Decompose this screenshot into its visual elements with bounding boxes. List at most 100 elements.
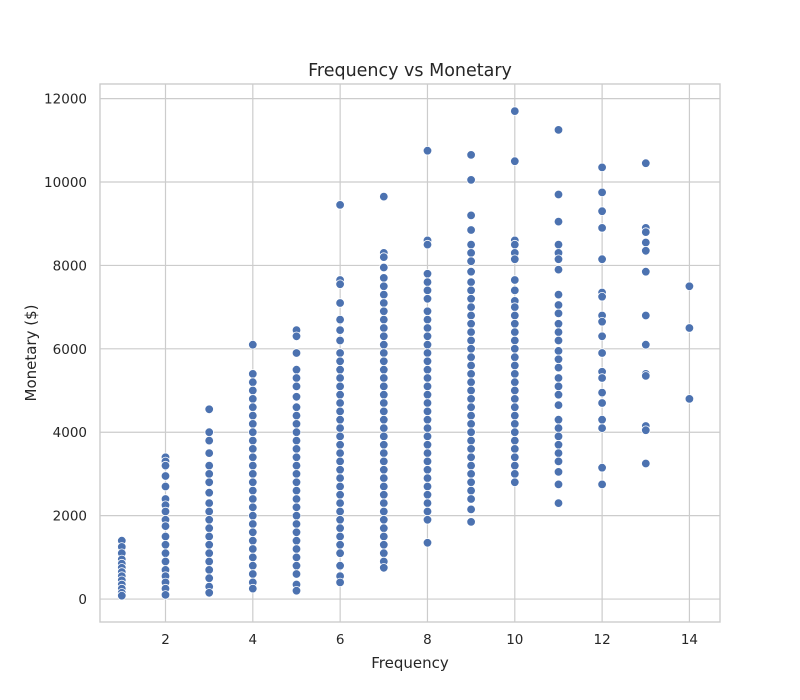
data-point [335,390,345,400]
data-point [466,352,476,362]
data-point [553,300,564,310]
data-point [510,254,520,264]
data-point [291,494,302,504]
data-point [597,348,607,358]
data-point [160,471,171,481]
data-point [466,410,476,421]
data-point [291,552,302,563]
data-point [204,460,214,471]
data-point [553,415,564,425]
x-tick-label: 2 [161,632,170,648]
data-point [422,314,433,325]
data-point [379,456,389,467]
data-point [379,356,389,367]
data-point [553,440,564,450]
data-point [422,406,433,417]
data-point [379,398,389,408]
data-point [466,377,476,387]
data-point [204,498,214,508]
data-point [466,256,476,266]
data-point [291,527,302,538]
data-point [248,402,258,412]
data-point [248,435,258,446]
data-point [466,344,476,354]
data-point [553,216,564,227]
data-point [335,398,345,408]
data-point [379,473,389,483]
data-point [335,481,345,492]
data-point [204,488,214,498]
data-point [466,360,476,371]
y-tick-label: 6000 [53,342,87,358]
data-point [291,419,302,429]
data-point [204,523,214,533]
data-point [466,444,476,454]
data-point [379,431,389,442]
data-point [510,352,520,362]
data-point [510,444,520,454]
data-point [291,373,302,383]
data-point [510,419,520,429]
data-point [466,248,476,258]
data-point [335,298,345,308]
data-point [553,456,564,467]
data-point [510,377,520,387]
y-tick-label: 10000 [44,175,87,191]
data-point [553,125,564,135]
data-point [641,458,651,469]
data-point [466,477,476,488]
data-point [510,275,520,285]
data-point [466,239,476,250]
data-point [379,415,389,425]
data-point [117,591,127,601]
data-point [379,289,389,300]
data-point [204,573,214,583]
data-point [510,319,520,329]
data-point [248,494,258,504]
data-point [160,481,171,492]
x-axis-label: Frequency [371,654,449,672]
data-point [466,402,476,412]
data-point [335,406,345,417]
data-point [335,448,345,458]
data-point [422,456,433,467]
data-point [422,440,433,450]
data-point [379,381,389,392]
data-point [466,150,476,160]
data-point [466,435,476,446]
data-point [379,365,389,375]
data-point [379,563,389,573]
data-point [335,465,345,475]
data-point [248,552,258,563]
data-point [553,400,564,410]
x-tick-label: 4 [249,632,258,648]
data-point [422,506,433,517]
data-point [335,498,345,508]
data-point [335,348,345,358]
data-point [684,394,695,404]
data-point [510,394,520,404]
data-point [641,371,651,381]
data-point [204,515,214,525]
data-point [466,267,476,277]
data-point [422,473,433,483]
data-point [466,319,476,329]
data-point [379,252,389,262]
data-point [510,239,520,250]
data-point [204,469,214,479]
data-point [422,269,433,279]
data-point [160,590,171,600]
x-tick-label: 6 [336,632,345,648]
data-point [204,506,214,517]
data-point [335,335,345,346]
data-point [597,317,607,327]
data-point [466,225,476,235]
data-point [291,392,302,402]
data-point [335,440,345,450]
data-point [379,390,389,400]
data-point [510,156,520,166]
data-point [204,448,214,458]
data-point [335,523,345,533]
data-point [335,540,345,550]
